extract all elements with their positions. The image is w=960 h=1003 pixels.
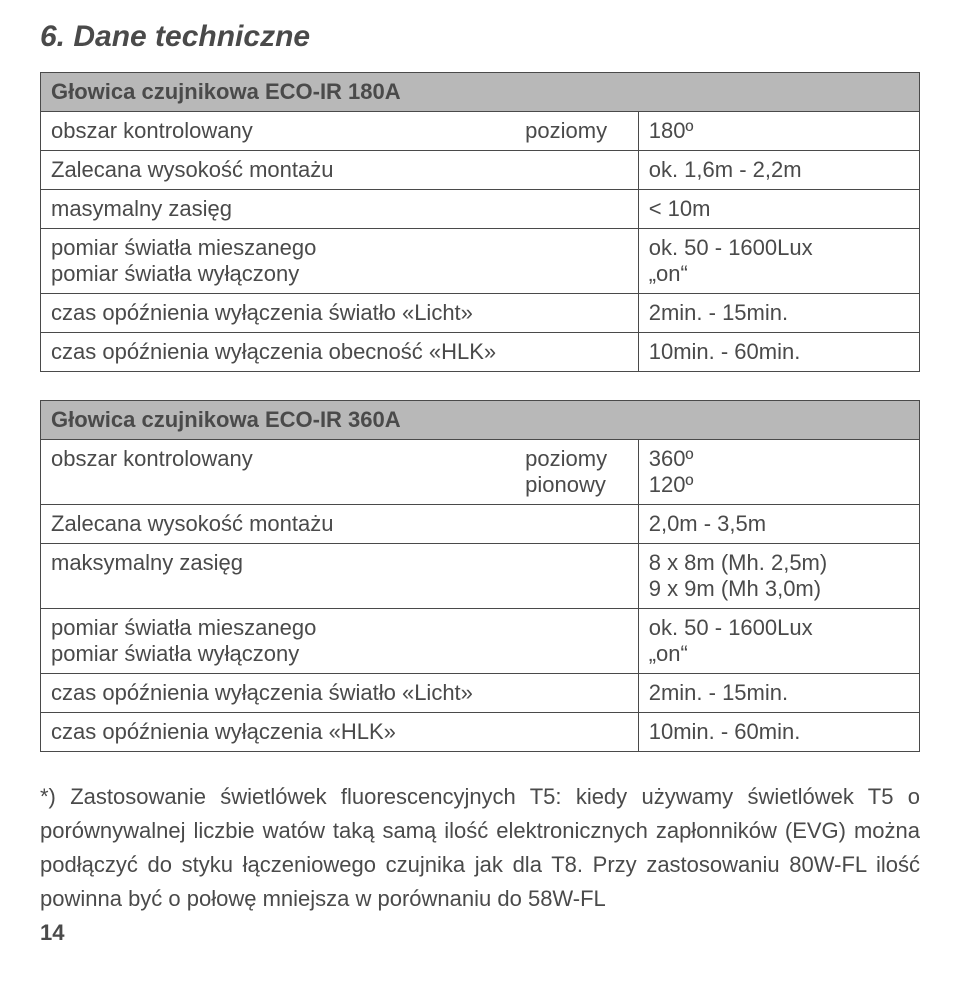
spec-key: czas opóźnienia wyłączenia światło «Lich… (41, 674, 639, 713)
page-number: 14 (40, 920, 920, 946)
table-row: czas opóźnienia wyłączenia «HLK»10min. -… (41, 713, 920, 752)
section-title: 6. Dane techniczne (40, 20, 920, 54)
table-2-body: obszar kontrolowanypoziomy pionowy360º 1… (41, 440, 920, 752)
table-row: Zalecana wysokość montażuok. 1,6m - 2,2m (41, 151, 920, 190)
spec-key: czas opóźnienia wyłączenia obecność «HLK… (41, 333, 639, 372)
table-header: Głowica czujnikowa ECO-IR 360A (41, 401, 920, 440)
table-row: pomiar światła mieszanego pomiar światła… (41, 229, 920, 294)
table-row: Zalecana wysokość montażu2,0m - 3,5m (41, 505, 920, 544)
spec-key: pomiar światła mieszanego pomiar światła… (41, 609, 639, 674)
spec-value: 2,0m - 3,5m (638, 505, 919, 544)
spec-mid: poziomy pionowy (515, 440, 638, 505)
table-row: czas opóźnienia wyłączenia obecność «HLK… (41, 333, 920, 372)
spec-key: obszar kontrolowany (41, 112, 516, 151)
table-row: obszar kontrolowanypoziomy180º (41, 112, 920, 151)
spec-key: masymalny zasięg (41, 190, 639, 229)
spec-value: < 10m (638, 190, 919, 229)
table-header-row: Głowica czujnikowa ECO-IR 180A (41, 73, 920, 112)
spec-value: 360º 120º (638, 440, 919, 505)
table-header: Głowica czujnikowa ECO-IR 180A (41, 73, 920, 112)
spec-key: czas opóźnienia wyłączenia światło «Lich… (41, 294, 639, 333)
spec-value: 2min. - 15min. (638, 674, 919, 713)
spec-table-1: Głowica czujnikowa ECO-IR 180A obszar ko… (40, 72, 920, 372)
table-row: pomiar światła mieszanego pomiar światła… (41, 609, 920, 674)
spec-value: ok. 50 - 1600Lux „on“ (638, 609, 919, 674)
spec-value: 180º (638, 112, 919, 151)
spec-value: 10min. - 60min. (638, 333, 919, 372)
table-row: masymalny zasięg< 10m (41, 190, 920, 229)
spec-key: Zalecana wysokość montażu (41, 505, 639, 544)
page: 6. Dane techniczne Głowica czujnikowa EC… (0, 0, 960, 966)
table-row: czas opóźnienia wyłączenia światło «Lich… (41, 294, 920, 333)
table-1-body: obszar kontrolowanypoziomy180ºZalecana w… (41, 112, 920, 372)
spec-value: 10min. - 60min. (638, 713, 919, 752)
spec-key: Zalecana wysokość montażu (41, 151, 639, 190)
table-row: czas opóźnienia wyłączenia światło «Lich… (41, 674, 920, 713)
table-row: obszar kontrolowanypoziomy pionowy360º 1… (41, 440, 920, 505)
spec-value: ok. 50 - 1600Lux „on“ (638, 229, 919, 294)
spec-key: czas opóźnienia wyłączenia «HLK» (41, 713, 639, 752)
spec-key: obszar kontrolowany (41, 440, 516, 505)
spec-table-2: Głowica czujnikowa ECO-IR 360A obszar ko… (40, 400, 920, 752)
footnote-text: *) Zastosowanie świetlówek fluorescencyj… (40, 780, 920, 916)
table-header-row: Głowica czujnikowa ECO-IR 360A (41, 401, 920, 440)
spec-key: pomiar światła mieszanego pomiar światła… (41, 229, 639, 294)
spec-value: ok. 1,6m - 2,2m (638, 151, 919, 190)
spec-key: maksymalny zasięg (41, 544, 639, 609)
table-row: maksymalny zasięg8 x 8m (Mh. 2,5m) 9 x 9… (41, 544, 920, 609)
spec-value: 8 x 8m (Mh. 2,5m) 9 x 9m (Mh 3,0m) (638, 544, 919, 609)
spec-value: 2min. - 15min. (638, 294, 919, 333)
spec-mid: poziomy (515, 112, 638, 151)
